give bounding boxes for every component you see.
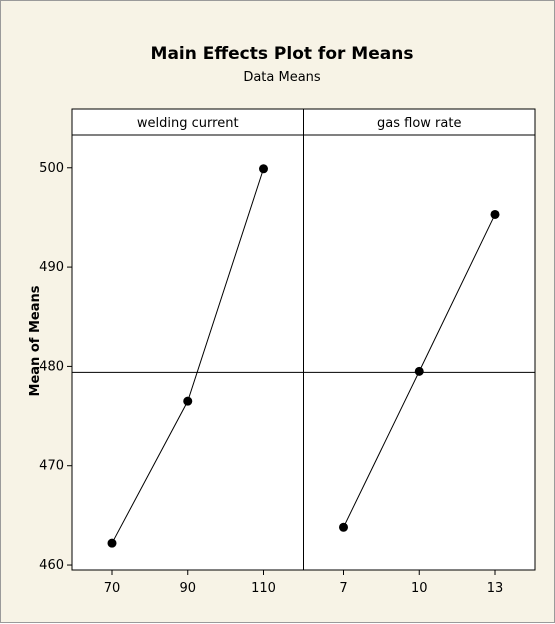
y-tick-label: 460 <box>39 558 64 573</box>
data-point <box>259 164 268 174</box>
panel-label: welding current <box>137 116 239 131</box>
y-tick-label: 470 <box>39 459 64 474</box>
chart-title: Main Effects Plot for Means <box>151 44 414 64</box>
x-tick-label: 70 <box>104 581 121 596</box>
x-tick-label: 90 <box>179 581 196 596</box>
data-point <box>414 366 424 376</box>
x-tick-label: 10 <box>411 581 428 596</box>
data-point <box>107 538 117 548</box>
data-point <box>183 396 193 406</box>
y-axis-label: Mean of Means <box>28 285 43 396</box>
x-tick-label: 13 <box>487 581 504 596</box>
data-point <box>490 209 500 219</box>
data-point <box>339 522 348 532</box>
chart-subtitle: Data Means <box>243 70 321 85</box>
y-tick-label: 500 <box>39 161 64 176</box>
y-tick-label: 490 <box>39 260 64 275</box>
x-tick-label: 7 <box>339 581 347 596</box>
x-tick-label: 110 <box>251 581 276 596</box>
y-tick-label: 480 <box>39 359 64 374</box>
panel-label: gas flow rate <box>377 116 461 131</box>
